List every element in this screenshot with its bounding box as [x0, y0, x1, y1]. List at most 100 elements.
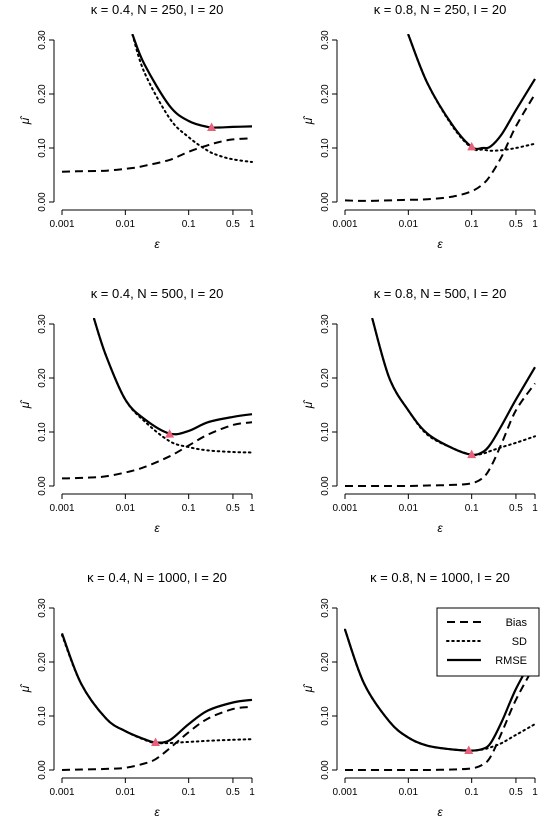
x-axis-label: ε [437, 805, 443, 819]
series-line-rmse [92, 318, 253, 436]
x-tick-label: 0.001 [49, 787, 74, 798]
x-tick-label: 0.1 [465, 219, 479, 230]
y-tick-label: 0.20 [37, 84, 48, 104]
series-line-sd [407, 34, 536, 152]
y-tick-label: 0.30 [320, 598, 331, 618]
x-tick-label: 0.1 [465, 787, 479, 798]
series-line-bias [345, 382, 536, 488]
y-tick-label: 0.10 [37, 422, 48, 442]
x-tick-label: 0.1 [465, 503, 479, 514]
x-tick-label: 0.01 [399, 787, 419, 798]
y-axis-label: μ̂ [301, 684, 315, 694]
optimum-marker [207, 122, 217, 131]
panel-5: κ = 0.4, N = 1000, I = 20 0.00 0.10 0.20 0.3… [18, 570, 255, 819]
x-tick-label: 0.001 [49, 503, 74, 514]
series-line-bias [61, 421, 253, 480]
x-axis-label: ε [154, 237, 160, 251]
y-axis-label: μ̂ [301, 116, 315, 126]
panel-title: κ = 0.8, N = 500, I = 20 [374, 286, 507, 301]
y-tick-label: 0.00 [320, 192, 331, 212]
series-line-bias [61, 705, 253, 771]
optimum-marker [464, 745, 474, 755]
legend-label: RMSE [495, 655, 527, 667]
series-line-sd [371, 318, 536, 456]
y-tick-label: 0.30 [37, 314, 48, 334]
x-tick-label: 0.5 [509, 219, 523, 230]
optimum-marker [467, 449, 477, 459]
y-tick-label: 0.10 [37, 706, 48, 726]
x-tick-label: 1 [249, 503, 255, 514]
series-line-sd [131, 34, 253, 163]
y-tick-label: 0.00 [320, 760, 331, 780]
y-tick-label: 0.00 [37, 192, 48, 212]
y-tick-label: 0.00 [37, 476, 48, 496]
x-tick-label: 0.5 [226, 219, 240, 230]
panel-title: κ = 0.4, N = 1000, I = 20 [87, 570, 227, 585]
optimum-marker [467, 141, 477, 151]
series-line-bias [61, 137, 253, 173]
series-line-rmse [60, 633, 253, 744]
y-tick-label: 0.10 [37, 138, 48, 158]
series-line-sd [61, 634, 253, 745]
x-tick-label: 0.01 [116, 219, 136, 230]
x-tick-label: 1 [249, 787, 255, 798]
x-tick-label: 0.01 [116, 787, 136, 798]
panel-2: κ = 0.8, N = 250, I = 20 0.00 0.10 0.20 0.30… [301, 2, 538, 251]
panel-1: κ = 0.4, N = 250, I = 20 0.00 0.10 0.20 0.30… [18, 2, 255, 251]
y-axis-label: μ̂ [18, 400, 32, 410]
y-tick-label: 0.10 [320, 422, 331, 442]
x-tick-label: 1 [249, 219, 255, 230]
y-axis-label: μ̂ [18, 116, 32, 126]
y-tick-label: 0.30 [320, 30, 331, 50]
x-tick-label: 0.01 [399, 219, 419, 230]
series-line-rmse [131, 34, 253, 129]
series-line-rmse [343, 629, 536, 752]
y-tick-label: 0.20 [320, 84, 331, 104]
panel-title: κ = 0.8, N = 250, I = 20 [374, 2, 507, 17]
x-tick-label: 0.01 [399, 503, 419, 514]
series-line-rmse [371, 318, 536, 456]
y-tick-label: 0.20 [320, 368, 331, 388]
y-tick-label: 0.20 [37, 652, 48, 672]
optimum-marker [165, 429, 175, 438]
optimum-marker [151, 737, 161, 746]
panel-title: κ = 0.8, N = 1000, I = 20 [370, 570, 510, 585]
y-tick-label: 0.10 [320, 138, 331, 158]
x-tick-label: 0.001 [332, 787, 357, 798]
x-axis-label: ε [437, 237, 443, 251]
panel-title: κ = 0.4, N = 250, I = 20 [91, 2, 224, 17]
panel-4: κ = 0.8, N = 500, I = 20 0.00 0.10 0.20 0.30… [301, 286, 538, 535]
y-tick-label: 0.10 [320, 706, 331, 726]
series-line-bias [345, 664, 536, 772]
y-axis-label: μ̂ [301, 400, 315, 410]
x-tick-label: 0.001 [49, 219, 74, 230]
x-tick-label: 0.5 [509, 503, 523, 514]
legend-label: Bias [506, 617, 528, 629]
y-tick-label: 0.00 [37, 760, 48, 780]
panel-6: κ = 0.8, N = 1000, I = 20 0.00 0.10 0.20 0.3… [301, 570, 538, 819]
y-axis-label: μ̂ [18, 684, 32, 694]
x-tick-label: 0.1 [182, 787, 196, 798]
legend-box [436, 607, 540, 677]
x-tick-label: 0.5 [509, 787, 523, 798]
y-tick-label: 0.20 [320, 652, 331, 672]
x-tick-label: 0.1 [182, 503, 196, 514]
x-tick-label: 0.5 [226, 503, 240, 514]
y-tick-label: 0.00 [320, 476, 331, 496]
series-line-bias [344, 93, 536, 202]
x-axis-label: ε [437, 521, 443, 535]
x-axis-label: ε [154, 521, 160, 535]
panel-3: κ = 0.4, N = 500, I = 20 0.00 0.10 0.20 0.30… [18, 286, 255, 535]
x-tick-label: 1 [532, 219, 538, 230]
x-tick-label: 0.01 [116, 503, 136, 514]
x-axis-label: ε [154, 805, 160, 819]
panel-title: κ = 0.4, N = 500, I = 20 [91, 286, 224, 301]
y-tick-label: 0.30 [320, 314, 331, 334]
x-tick-label: 0.5 [226, 787, 240, 798]
series-line-rmse [407, 34, 536, 151]
y-tick-label: 0.20 [37, 368, 48, 388]
x-tick-label: 0.1 [182, 219, 196, 230]
x-tick-label: 0.001 [332, 503, 357, 514]
legend-label: SD [512, 636, 527, 648]
